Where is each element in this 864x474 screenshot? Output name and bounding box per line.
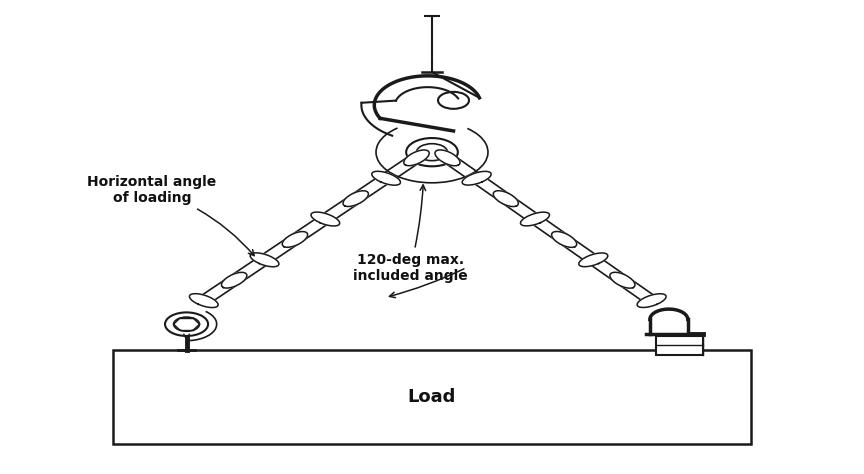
- Polygon shape: [493, 191, 518, 207]
- Polygon shape: [189, 294, 219, 308]
- Polygon shape: [551, 231, 577, 247]
- Text: Horizontal angle
of loading: Horizontal angle of loading: [87, 175, 254, 255]
- Polygon shape: [442, 155, 658, 303]
- Polygon shape: [520, 212, 550, 226]
- Circle shape: [174, 317, 200, 331]
- Bar: [656, 336, 703, 355]
- Polygon shape: [372, 171, 401, 185]
- Polygon shape: [403, 150, 429, 166]
- Polygon shape: [462, 171, 491, 185]
- Polygon shape: [343, 191, 368, 207]
- Polygon shape: [283, 231, 308, 247]
- Text: Load: Load: [408, 388, 456, 406]
- Bar: [113, 350, 751, 444]
- Polygon shape: [637, 294, 666, 308]
- Polygon shape: [311, 212, 340, 226]
- Polygon shape: [251, 253, 279, 267]
- Polygon shape: [579, 253, 607, 267]
- Circle shape: [406, 138, 458, 166]
- Circle shape: [165, 312, 208, 336]
- Polygon shape: [198, 155, 422, 303]
- Text: 120-deg max.
included angle: 120-deg max. included angle: [353, 185, 467, 283]
- Polygon shape: [221, 273, 247, 288]
- Bar: [113, 350, 751, 444]
- Polygon shape: [435, 150, 461, 166]
- Polygon shape: [610, 272, 635, 288]
